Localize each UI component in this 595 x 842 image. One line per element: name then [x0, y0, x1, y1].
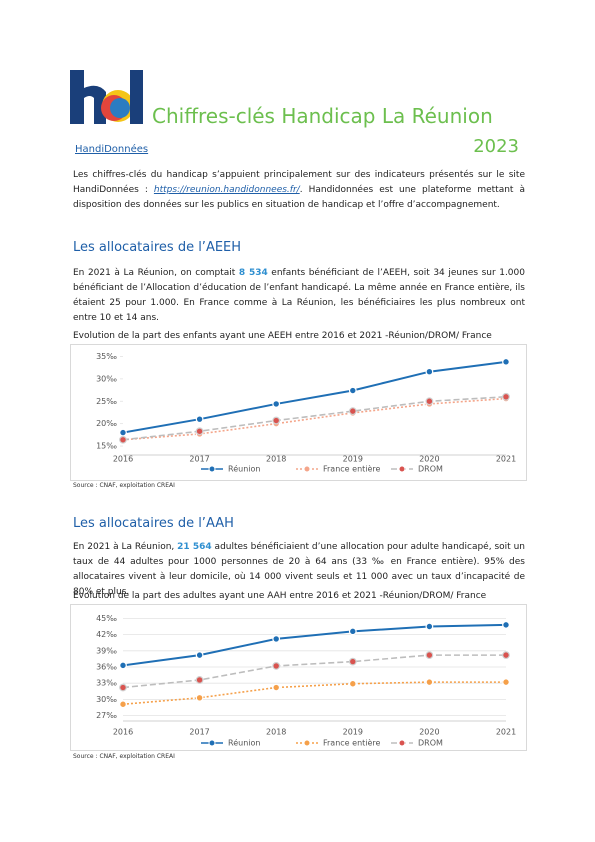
- marker: [272, 416, 281, 425]
- y-tick-label: 30‰: [96, 695, 117, 704]
- marker: [119, 661, 127, 670]
- highlight: 21 564: [177, 542, 212, 552]
- marker: [195, 415, 204, 424]
- text: adultes bénéficiaient d’une allocation p…: [73, 542, 525, 597]
- chart: 15‰ 20‰ 25‰ 30‰ 35‰ 2016 2017 2018 2019 2020 2021 R…: [70, 344, 527, 481]
- marker: [348, 657, 357, 666]
- legend-label: France entière: [323, 464, 381, 474]
- title: Chiffres-clés Handicap La Réunion: [152, 104, 493, 128]
- chart-title: Evolution de la part des adultes ayant u…: [73, 591, 487, 601]
- x-tick-label: 2017: [189, 728, 209, 737]
- legend-label: Réunion: [228, 738, 260, 748]
- legend-label: DROM: [418, 739, 443, 748]
- text: enfants bénéficiant de l’AEEH, soit 34 j…: [73, 268, 525, 323]
- section-text: En 2021 à La Réunion, on comptait 8 534 …: [73, 266, 525, 326]
- x-tick-label: 2018: [266, 455, 286, 464]
- y-tick-label: 42‰: [96, 630, 117, 639]
- marker: [425, 367, 434, 376]
- intro-text: Les chiffres-clés du handicap s’appuient…: [73, 170, 525, 195]
- marker: [119, 700, 127, 709]
- marker: [195, 693, 204, 702]
- marker: [348, 627, 357, 636]
- marker: [119, 435, 127, 444]
- legend-marker: [208, 739, 216, 747]
- logo: [70, 70, 143, 124]
- y-tick-label: 33‰: [96, 679, 117, 688]
- section-text: En 2021 à La Réunion, 21 564 adultes bén…: [73, 540, 525, 600]
- intro: Les chiffres-clés du handicap s’appuient…: [73, 168, 525, 213]
- chart: 27‰ 30‰ 33‰ 36‰ 39‰ 42‰ 45‰ 2016 2017 2018 2019 202…: [70, 604, 527, 751]
- marker: [348, 679, 357, 688]
- legend-marker: [208, 465, 216, 473]
- legend-label: Réunion: [228, 464, 260, 474]
- marker: [425, 678, 434, 687]
- legend-label: France entière: [323, 738, 381, 748]
- marker: [348, 407, 357, 416]
- x-tick-label: 2019: [343, 728, 363, 737]
- y-tick-label: 15‰: [96, 442, 117, 451]
- legend-marker: [398, 465, 406, 473]
- legend-marker: [303, 739, 311, 747]
- marker: [272, 400, 281, 408]
- section-heading: Les allocataires de l’AEEH: [73, 240, 242, 255]
- highlight: 8 534: [238, 268, 268, 278]
- marker: [502, 392, 510, 401]
- marker: [272, 683, 281, 692]
- marker: [502, 651, 510, 660]
- marker: [502, 678, 510, 687]
- x-tick-label: 2020: [419, 455, 439, 464]
- marker: [502, 357, 510, 366]
- y-tick-label: 25‰: [96, 397, 117, 406]
- series-line: [122, 623, 507, 667]
- x-tick-label: 2021: [496, 455, 516, 464]
- section-heading: Les allocataires de l’AAH: [73, 516, 234, 531]
- legend-label: DROM: [418, 465, 443, 474]
- source: Source : CNAF, exploitation CREAI: [73, 482, 175, 489]
- y-tick-label: 27‰: [96, 711, 117, 720]
- marker: [348, 386, 357, 395]
- marker: [425, 651, 434, 660]
- x-tick-label: 2020: [419, 728, 439, 737]
- series-line: [122, 654, 506, 689]
- series-line: [122, 397, 507, 441]
- marker: [195, 651, 204, 660]
- series-line: [122, 681, 506, 706]
- legend-marker: [398, 739, 406, 747]
- x-tick-label: 2016: [113, 455, 133, 464]
- url[interactable]: https://reunion.handidonnees.fr/: [153, 185, 300, 195]
- intro-text: . Handidonnées est une plateforme mettan…: [73, 185, 526, 210]
- y-tick-label: 45‰: [96, 614, 117, 623]
- marker: [195, 676, 204, 684]
- x-tick-label: 2018: [266, 728, 286, 737]
- legend-marker: [303, 465, 311, 473]
- site-link[interactable]: HandiDonnées: [75, 144, 149, 155]
- text: En 2021 à La Réunion, on comptait: [73, 268, 239, 278]
- source: Source : CNAF, exploitation CREAI: [73, 753, 175, 760]
- marker: [195, 427, 204, 436]
- marker: [425, 622, 434, 631]
- year: 2023: [473, 136, 519, 157]
- series-line: [122, 360, 507, 434]
- y-tick-label: 20‰: [96, 419, 117, 428]
- y-tick-label: 36‰: [96, 663, 117, 672]
- y-tick-label: 39‰: [96, 646, 117, 655]
- x-tick-label: 2019: [343, 455, 363, 464]
- marker: [119, 428, 127, 437]
- marker: [425, 397, 434, 406]
- y-tick-label: 30‰: [96, 374, 117, 383]
- marker: [119, 683, 127, 692]
- y-tick-label: 35‰: [96, 352, 117, 361]
- marker: [272, 635, 281, 643]
- text: En 2021 à La Réunion,: [73, 542, 178, 552]
- series-line: [122, 395, 507, 441]
- x-tick-label: 2017: [189, 455, 209, 464]
- marker: [502, 620, 510, 629]
- chart-title: Evolution de la part des enfants ayant u…: [73, 331, 492, 341]
- x-tick-label: 2021: [496, 728, 516, 737]
- marker: [272, 662, 281, 670]
- x-tick-label: 2016: [113, 728, 133, 737]
